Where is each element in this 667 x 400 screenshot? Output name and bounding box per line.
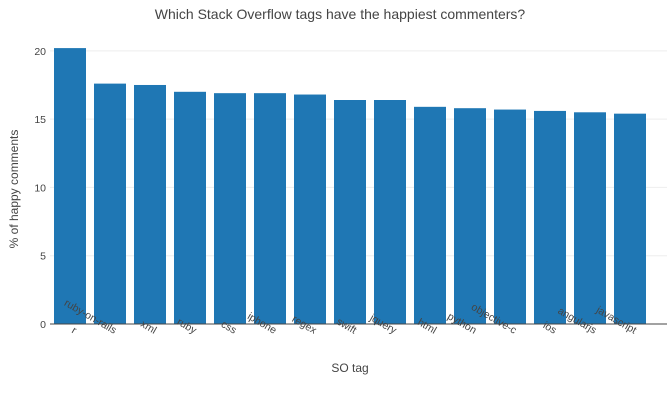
chart-title: Which Stack Overflow tags have the happi…	[155, 6, 526, 22]
bar-javascript	[614, 113, 646, 324]
bar-css	[214, 93, 246, 324]
x-tick-label: r	[69, 324, 78, 336]
y-axis-ticks: 0 5 10 15 20	[34, 46, 46, 331]
bar-jquery	[374, 100, 406, 324]
bar-html	[414, 106, 446, 324]
bar-iphone	[254, 93, 286, 324]
bar-angularjs	[574, 112, 606, 324]
bar-ios	[534, 110, 566, 325]
y-tick-label: 10	[34, 182, 46, 194]
y-tick-label: 0	[40, 319, 46, 331]
bar-python	[454, 108, 486, 324]
bar-ruby-on-rails	[94, 83, 126, 324]
bar-swift	[334, 100, 366, 324]
y-axis-label: % of happy comments	[7, 130, 21, 249]
bar-objective-c	[494, 109, 526, 324]
x-tick-label: ios	[541, 319, 559, 336]
y-tick-label: 20	[34, 46, 46, 58]
bar-r	[54, 48, 86, 324]
y-tick-label: 5	[40, 251, 46, 263]
y-tick-label: 15	[34, 114, 46, 126]
bars	[54, 48, 646, 325]
bar-xml	[134, 84, 166, 324]
bar-regex	[294, 94, 326, 324]
x-axis-label: SO tag	[331, 361, 368, 375]
bar-ruby	[174, 91, 206, 325]
